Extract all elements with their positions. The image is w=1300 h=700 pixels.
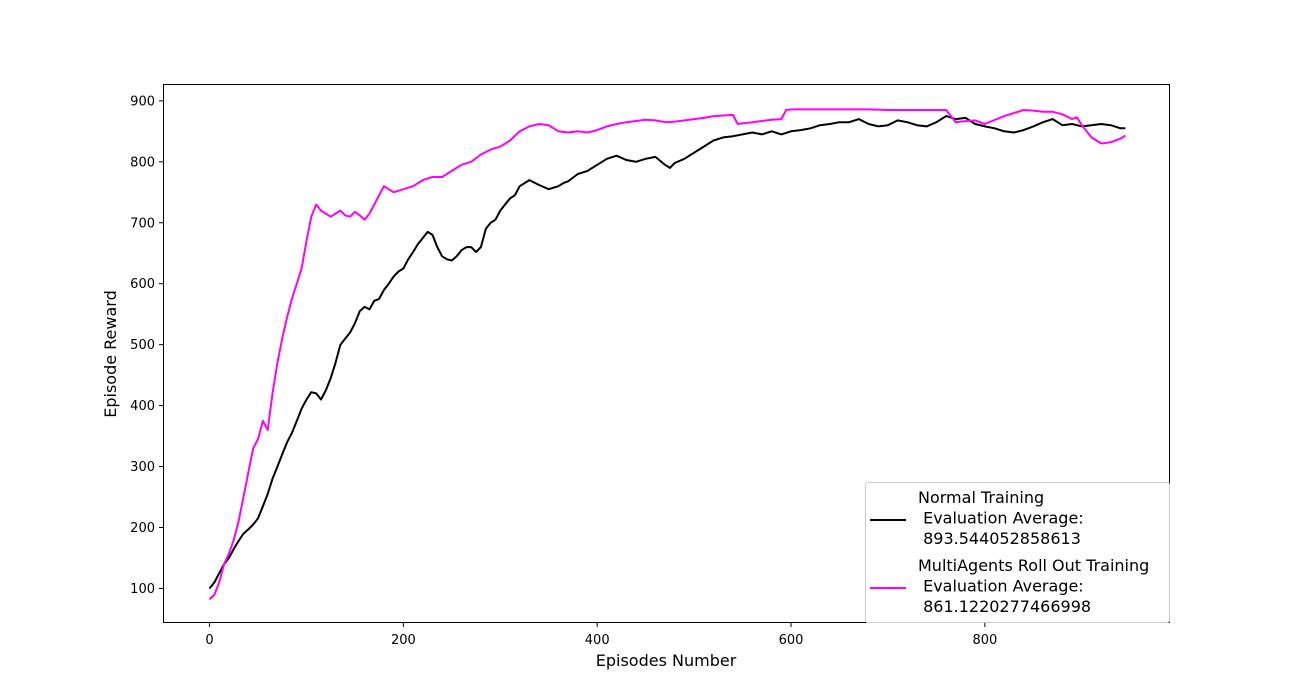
y-tick-label: 800 (130, 155, 155, 170)
x-tick-label: 200 (391, 633, 416, 648)
series-layer (208, 108, 1126, 601)
x-axis-label: Episodes Number (596, 651, 737, 670)
legend-normal-line-3: 893.544052858613 (918, 529, 1081, 548)
y-tick-label: 200 (130, 521, 155, 536)
legend: Normal Training Evaluation Average: 893.… (865, 482, 1185, 623)
y-tick-label: 700 (130, 216, 155, 231)
x-tick-label: 0 (205, 633, 213, 648)
series-line-multiagents-rollout (208, 108, 1126, 601)
legend-multiagents-line-3: 861.1220277466998 (918, 597, 1091, 616)
legend-multiagents-line-2: Evaluation Average: (918, 577, 1084, 596)
y-tick-label: 100 (130, 582, 155, 597)
x-tick-label: 800 (972, 633, 997, 648)
y-tick-label: 900 (130, 94, 155, 109)
y-tick-label: 500 (130, 338, 155, 353)
y-tick-label: 300 (130, 460, 155, 475)
legend-multiagents-line-1: MultiAgents Roll Out Training (918, 556, 1149, 575)
y-axis-label: Episode Reward (101, 290, 120, 418)
x-tick-label: 600 (779, 633, 804, 648)
legend-label-normal: Normal Training Evaluation Average: 893.… (918, 488, 1119, 548)
series-line-normal-training (208, 115, 1126, 590)
legend-box (865, 482, 1170, 623)
y-axis-ticks: 100 200 300 400 500 600 700 800 900 (130, 94, 164, 597)
legend-normal-line-2: Evaluation Average: (918, 509, 1084, 528)
y-tick-label: 600 (130, 277, 155, 292)
x-tick-label: 400 (585, 633, 610, 648)
plot-frame (163, 84, 1170, 623)
y-tick-label: 400 (130, 399, 155, 414)
legend-label-multiagents: MultiAgents Roll Out Training Evaluation… (918, 556, 1185, 616)
x-axis-ticks: 0 200 400 600 800 (205, 622, 997, 648)
legend-normal-line-1: Normal Training (918, 488, 1044, 507)
